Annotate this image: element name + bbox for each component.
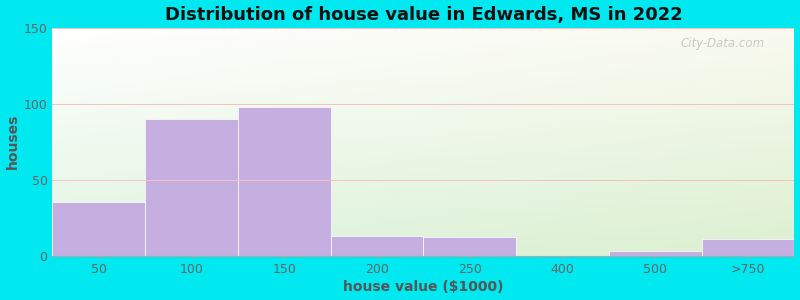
X-axis label: house value ($1000): house value ($1000) [343,280,504,294]
Bar [53,202,146,256]
Bar [423,237,516,256]
Bar [609,251,702,256]
Bar [146,119,238,256]
Title: Distribution of house value in Edwards, MS in 2022: Distribution of house value in Edwards, … [165,6,682,24]
Y-axis label: houses: houses [6,114,19,170]
Bar [330,236,423,256]
Text: City-Data.com: City-Data.com [681,37,765,50]
Bar [238,107,330,256]
Bar [702,239,794,256]
